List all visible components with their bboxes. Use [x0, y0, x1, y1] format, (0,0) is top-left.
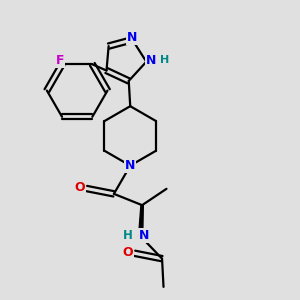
Text: F: F [56, 54, 64, 67]
Text: N: N [146, 54, 156, 67]
Text: N: N [139, 229, 149, 242]
Text: H: H [160, 55, 169, 65]
Text: O: O [75, 182, 85, 194]
Text: O: O [123, 246, 134, 259]
Polygon shape [139, 205, 143, 236]
Text: H: H [123, 229, 133, 242]
Text: N: N [127, 31, 137, 44]
Text: N: N [125, 159, 135, 172]
